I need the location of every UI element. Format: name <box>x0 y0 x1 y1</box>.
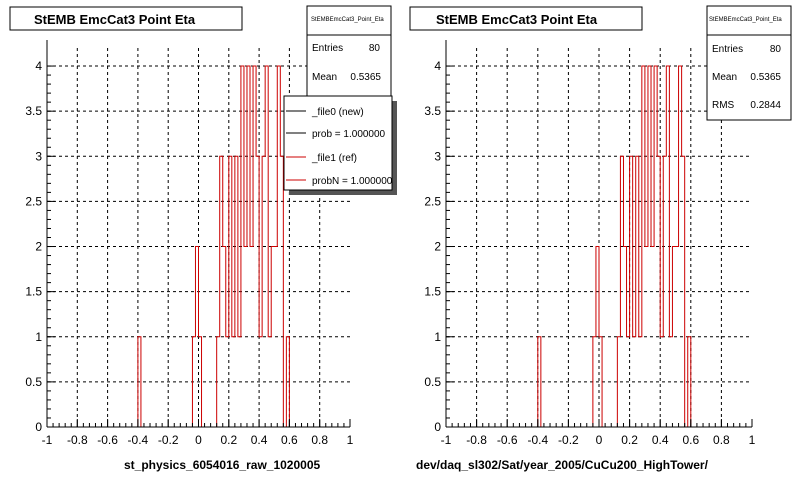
right-xtick-label: -0.6 <box>497 433 518 447</box>
right-ytick-label: 3.5 <box>424 104 441 118</box>
left-ytick-label: 0.5 <box>25 375 42 389</box>
right-x-axis-label: dev/daq_sl302/Sat/year_2005/CuCu200_High… <box>416 458 709 472</box>
left-xtick-label: 1 <box>347 433 354 447</box>
right-stats-name: StEMBEmcCat3_Point_Eta <box>709 17 782 23</box>
left-ytick-label: 1.5 <box>25 285 42 299</box>
right-stats-box: StEMBEmcCat3_Point_Eta Entries 80 Mean 0… <box>706 5 792 121</box>
left-ytick-label: 2 <box>35 240 42 254</box>
left-x-axis-label: st_physics_6054016_raw_1020005 <box>124 458 320 472</box>
right-stats-entries-value: 80 <box>770 44 782 55</box>
left-xtick-label: 0.8 <box>311 433 328 447</box>
right-ytick-label: 3 <box>434 149 441 163</box>
right-xtick-label: 0.6 <box>682 433 699 447</box>
left-ytick-label: 0 <box>35 420 42 434</box>
left-xtick-label: -0.4 <box>128 433 149 447</box>
legend-label-0: _file0 (new) <box>311 107 364 118</box>
right-stats-mean-value: 0.5365 <box>750 72 781 83</box>
right-ytick-label: 4 <box>434 59 441 73</box>
right-xticklabels: -1 -0.8 -0.6 -0.4 -0.2 0 0.2 0.4 0.6 0.8 1 <box>441 433 756 447</box>
right-ytick-label: 0.5 <box>424 375 441 389</box>
right-stats-mean-label: Mean <box>712 72 737 83</box>
right-stats-entries-label: Entries <box>712 44 743 55</box>
left-xticklabels: -1 -0.8 -0.6 -0.4 -0.2 0 0.2 0.4 0.6 0.8 1 <box>42 433 354 447</box>
left-ytick-label: 3.5 <box>25 104 42 118</box>
right-xtick-label: 1 <box>749 433 756 447</box>
left-xtick-label: 0.6 <box>281 433 298 447</box>
left-title-box: StEMB EmcCat3 Point Eta <box>9 6 243 31</box>
right-stats-rms-label: RMS <box>712 100 735 111</box>
left-xtick-label: 0 <box>195 433 202 447</box>
right-title: StEMB EmcCat3 Point Eta <box>436 12 598 27</box>
left-yticklabels: 0 0.5 1 1.5 2 2.5 3 3.5 4 <box>25 59 42 434</box>
left-ytick-label: 2.5 <box>25 194 42 208</box>
right-xtick-label: -0.8 <box>466 433 487 447</box>
right-xtick-label: 0.4 <box>652 433 669 447</box>
right-xtick-label: -1 <box>441 433 452 447</box>
left-stats-box: StEMBEmcCat3_Point_Eta Entries 80 Mean 0… <box>306 5 392 97</box>
right-xtick-label: 0.2 <box>621 433 638 447</box>
right-axes <box>445 40 753 428</box>
left-xtick-label: -1 <box>42 433 53 447</box>
left-ytick-label: 3 <box>35 149 42 163</box>
left-ytick-label: 4 <box>35 59 42 73</box>
right-xtick-label: -0.2 <box>558 433 579 447</box>
legend-label-1: prob = 1.000000 <box>312 129 386 140</box>
left-xtick-label: 0.2 <box>220 433 237 447</box>
right-stats-rms-value: 0.2844 <box>750 100 781 111</box>
left-stats-name: StEMBEmcCat3_Point_Eta <box>311 17 384 23</box>
right-grid <box>446 48 752 427</box>
left-stats-entries-label: Entries <box>312 43 343 54</box>
left-ytick-label: 1 <box>35 330 42 344</box>
right-ytick-label: 2 <box>434 240 441 254</box>
right-ytick-label: 1.5 <box>424 285 441 299</box>
right-yticklabels: 0 0.5 1 1.5 2 2.5 3 3.5 4 <box>424 59 441 434</box>
left-title: StEMB EmcCat3 Point Eta <box>34 12 196 27</box>
pad-left: -1 -0.8 -0.6 -0.4 -0.2 0 0.2 0.4 0.6 0.8 1 0 0.5 1 1.… <box>9 5 397 472</box>
left-stats-mean-value: 0.5365 <box>350 72 381 83</box>
left-stats-mean-label: Mean <box>312 72 337 83</box>
right-ytick-label: 0 <box>434 420 441 434</box>
right-ytick-label: 2.5 <box>424 194 441 208</box>
left-xtick-label: 0.4 <box>251 433 268 447</box>
left-xtick-label: -0.6 <box>97 433 118 447</box>
legend-label-2: _file1 (ref) <box>311 153 357 164</box>
left-xtick-label: -0.2 <box>158 433 179 447</box>
pad-right: -1 -0.8 -0.6 -0.4 -0.2 0 0.2 0.4 0.6 0.8 1 0 0.5 1 1.… <box>409 5 792 472</box>
right-ytick-label: 1 <box>434 330 441 344</box>
right-xtick-label: 0 <box>596 433 603 447</box>
left-xtick-label: -0.8 <box>67 433 88 447</box>
left-axes <box>46 40 351 428</box>
right-title-box: StEMB EmcCat3 Point Eta <box>409 6 643 31</box>
left-stats-entries-value: 80 <box>369 43 381 54</box>
legend: _file0 (new) prob = 1.000000 _file1 (ref… <box>283 95 397 195</box>
legend-label-3: probN = 1.000000 <box>312 176 393 187</box>
right-xtick-label: 0.8 <box>713 433 730 447</box>
right-xtick-label: -0.4 <box>527 433 548 447</box>
